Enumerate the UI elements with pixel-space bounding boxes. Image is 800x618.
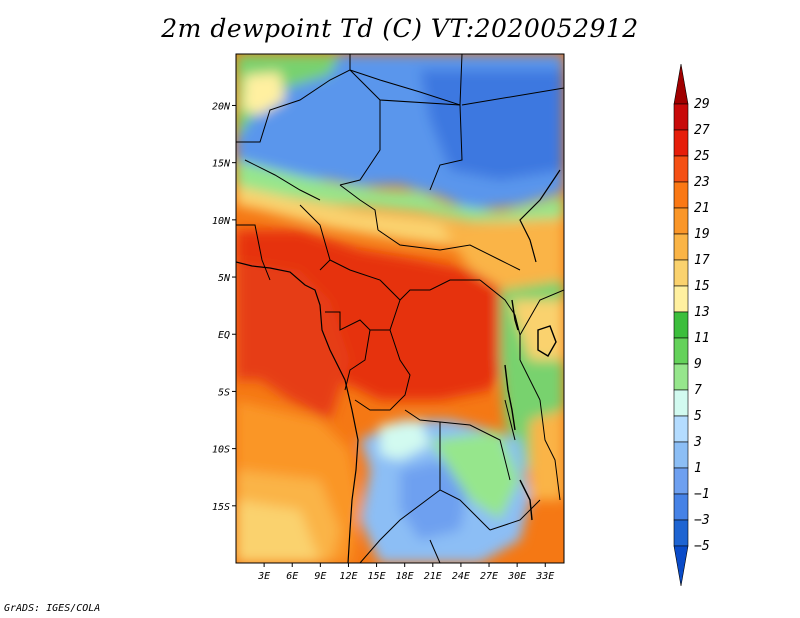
lon-label: 18E (396, 571, 414, 582)
legend-color-box (673, 519, 689, 547)
lat-label: 15N (212, 159, 231, 170)
grads-credit: GrADS: IGES/COLA (4, 603, 101, 614)
map-frame (235, 53, 565, 564)
legend-level-label: 5 (694, 409, 702, 424)
legend-color-box (673, 103, 689, 131)
lon-label: 33E (535, 571, 554, 582)
latitude-axis: 20N 15N 10N 5N EQ 5S 10S 15S (212, 101, 236, 513)
map-title: 2m dewpoint Td (C) VT:2020052912 (161, 14, 639, 43)
legend-color-box (673, 363, 689, 391)
legend-color-box (673, 181, 689, 209)
legend-level-label: 1 (694, 461, 702, 476)
legend-color-box (673, 415, 689, 443)
legend-level-label: 15 (694, 279, 710, 294)
legend-color-box (673, 311, 689, 339)
legend-color-box (673, 467, 689, 495)
legend-color-box (673, 63, 689, 105)
lon-label: 21E (424, 571, 442, 582)
legend-color-box (673, 545, 689, 587)
lakes (504, 299, 557, 521)
legend-color-box (673, 285, 689, 313)
legend-level-label: 7 (694, 383, 702, 398)
lat-label: 15S (212, 502, 230, 513)
legend-color-box (673, 129, 689, 157)
legend-level-label: 17 (694, 253, 710, 268)
legend-level-label: −1 (694, 487, 710, 502)
lon-label: 12E (339, 571, 357, 582)
legend-level-label: 13 (694, 305, 710, 320)
lon-label: 15E (368, 571, 386, 582)
lat-label: EQ (218, 330, 230, 341)
lat-label: 10N (212, 216, 231, 227)
legend-level-label: 9 (694, 357, 702, 372)
legend-level-label: 27 (694, 123, 710, 138)
lat-label: 10S (212, 445, 230, 456)
legend-color-box (673, 233, 689, 261)
legend-level-label: 19 (694, 227, 710, 242)
legend-level-label: 23 (694, 175, 710, 190)
legend-level-label: 3 (693, 435, 702, 450)
legend-color-box (673, 259, 689, 287)
lon-label: 27E (480, 571, 498, 582)
dewpoint-field (236, 54, 564, 563)
legend-color-box (673, 389, 689, 417)
legend-level-label: 29 (694, 97, 710, 112)
legend-level-label: 11 (694, 331, 710, 346)
lat-label: 5S (218, 387, 230, 398)
legend-level-label: 25 (694, 149, 710, 164)
lon-label: 3E (257, 571, 270, 582)
country-borders (236, 54, 564, 563)
legend-color-box (673, 493, 689, 521)
legend-color-box (673, 441, 689, 469)
lon-label: 6E (286, 571, 298, 582)
legend-level-label: −3 (694, 513, 710, 528)
legend-color-box (673, 207, 689, 235)
legend-level-label: 21 (694, 201, 710, 216)
lon-label: 9E (314, 571, 326, 582)
lat-label: 20N (212, 101, 231, 112)
lon-label: 24E (452, 571, 470, 582)
lat-label: 5N (218, 273, 231, 284)
legend-level-label: −5 (694, 539, 710, 554)
lon-label: 30E (507, 571, 526, 582)
legend-color-box (673, 337, 689, 365)
coastline (236, 169, 561, 563)
legend-color-box (673, 155, 689, 183)
longitude-axis: 3E 6E 9E 12E 15E 18E 21E 24E 27E 30E 33E (257, 563, 554, 582)
